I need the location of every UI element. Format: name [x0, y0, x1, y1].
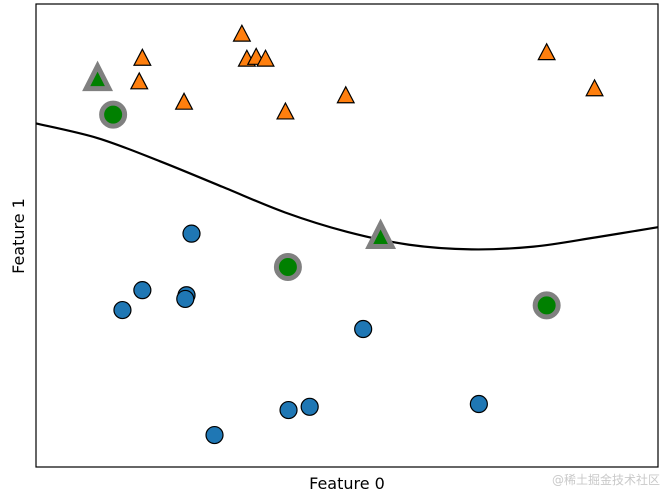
support-vector-triangle — [82, 60, 114, 92]
support-vector-circle — [532, 291, 561, 320]
class0-point — [113, 300, 132, 320]
plot-area — [35, 3, 659, 468]
class1-point — [256, 48, 275, 67]
watermark: @稀土掘金技术社区 — [551, 473, 660, 487]
class0-point — [300, 397, 319, 416]
y-axis-label: Feature 1 — [9, 198, 28, 274]
class0-point — [354, 319, 373, 339]
support-vector-circle — [273, 252, 302, 281]
class0-point — [469, 394, 488, 414]
class0-point — [279, 400, 298, 420]
class0-point — [182, 224, 201, 243]
class0-point — [133, 281, 152, 300]
class1-point — [129, 71, 149, 90]
class1-point — [174, 92, 194, 110]
support-vector-triangle — [365, 218, 397, 249]
class1-point — [133, 48, 152, 66]
class0-point — [176, 289, 195, 309]
class1-point — [537, 42, 557, 61]
class1-point — [336, 85, 356, 104]
support-vector-circle — [99, 100, 128, 129]
class1-point — [232, 23, 252, 42]
class0-point — [205, 425, 224, 445]
class1-point — [276, 101, 295, 120]
decision-boundary-line — [35, 122, 659, 251]
x-axis-label: Feature 0 — [309, 474, 385, 493]
class1-point — [585, 78, 604, 97]
